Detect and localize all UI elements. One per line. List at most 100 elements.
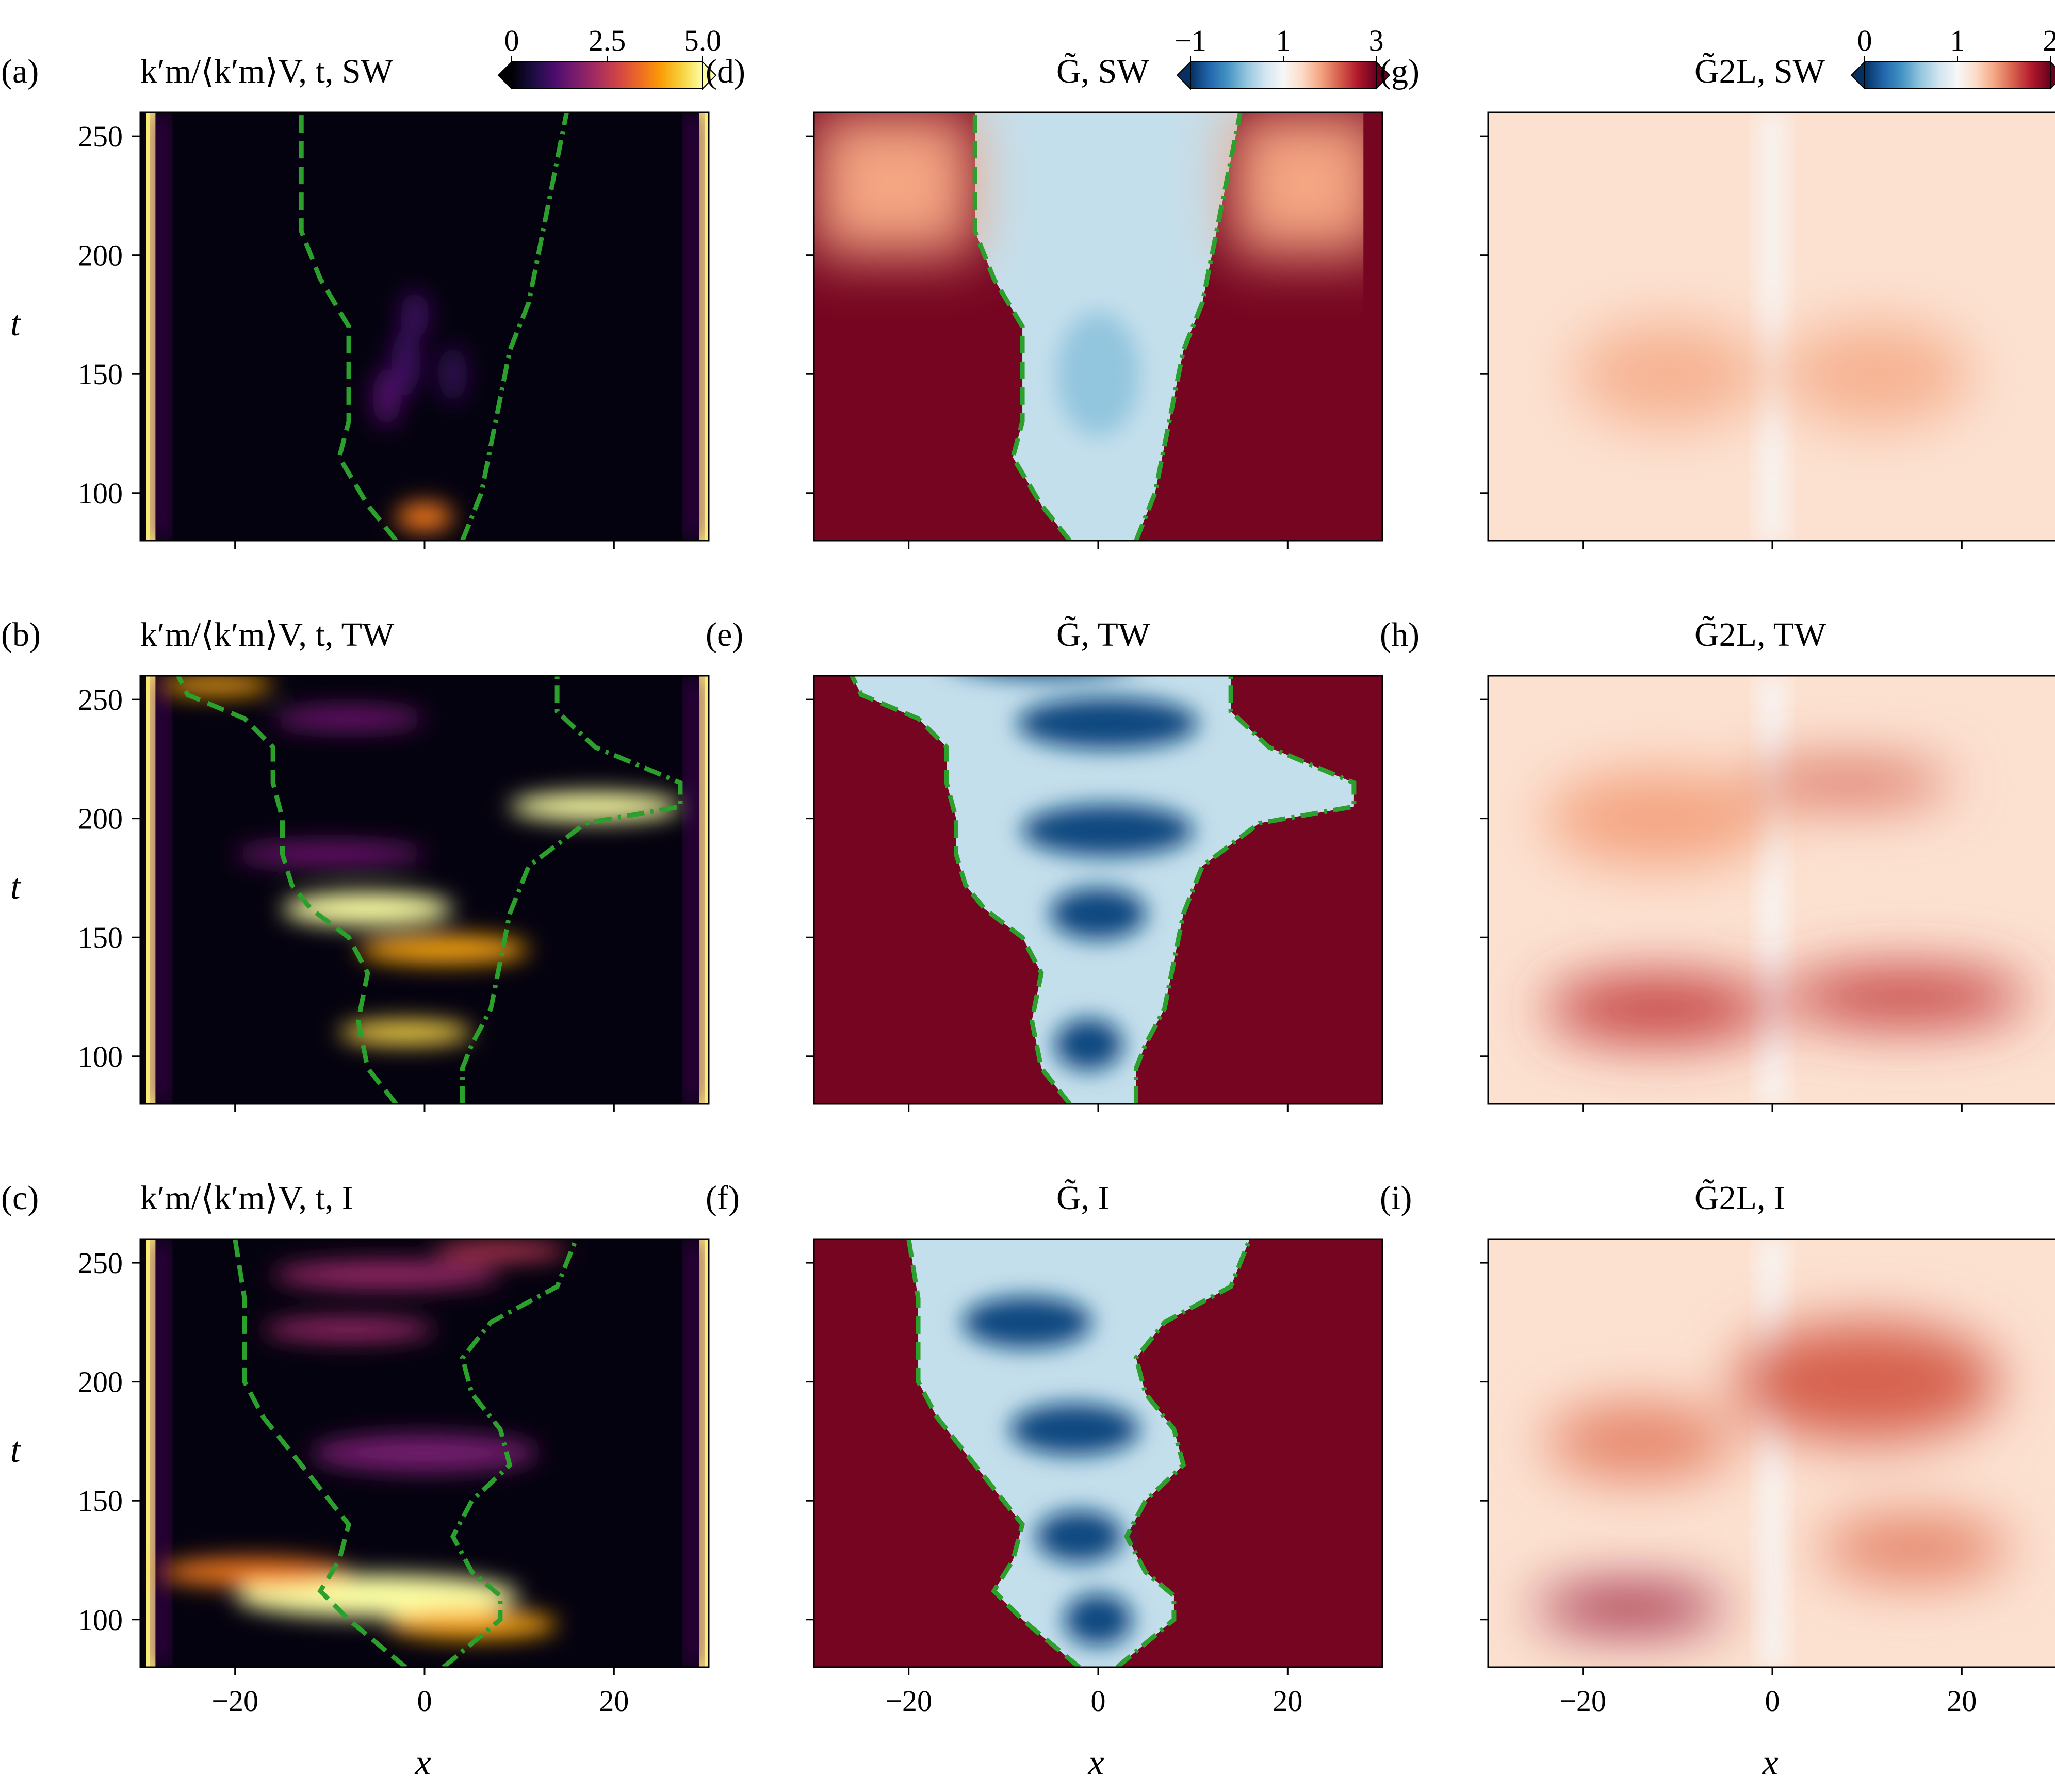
y-tick-label: 200 bbox=[78, 802, 123, 836]
wall-glow-right bbox=[688, 676, 699, 1104]
kinetic-energy-blob-6 bbox=[434, 1241, 567, 1261]
panel-letter: (h) bbox=[1380, 616, 1420, 654]
panel-title: k′m/⟨k′m⟩V, t, I bbox=[140, 1179, 353, 1217]
kinetic-energy-blob-2 bbox=[339, 1020, 472, 1045]
colorbar-extend-low bbox=[1176, 60, 1191, 90]
panel-title: G̃, TW bbox=[1056, 616, 1151, 654]
panel-h: (h) G̃2L, TW bbox=[1380, 616, 2055, 1112]
kinetic-energy-blob-1 bbox=[372, 369, 401, 427]
colorbar-tick-label: 2 bbox=[2043, 24, 2055, 57]
x-tick-label: 20 bbox=[1947, 1684, 1977, 1718]
x-tick-label: 20 bbox=[599, 1684, 629, 1718]
core-strong-patch-0 bbox=[1057, 312, 1139, 436]
boundary-right-dashdot bbox=[1133, 676, 1357, 1104]
wall-glow-right bbox=[688, 1239, 699, 1667]
panel-letter: (f) bbox=[706, 1179, 740, 1217]
y-tick-label: 250 bbox=[78, 683, 123, 716]
core-strong-patch-4 bbox=[1050, 888, 1147, 940]
colorbar-extend-low bbox=[497, 60, 512, 90]
upper-right-medium bbox=[1231, 112, 1382, 255]
y-tick-label: 250 bbox=[78, 120, 123, 153]
kinetic-energy-blob-2 bbox=[391, 329, 420, 396]
x-tick-label: −20 bbox=[885, 1684, 932, 1718]
upper-left-medium bbox=[814, 112, 975, 255]
colorbar-tick-label: 0 bbox=[1857, 24, 1872, 57]
y-tick-label: 150 bbox=[78, 1484, 123, 1518]
core-strong-patch-7 bbox=[1021, 804, 1194, 856]
boundary-right-dashdot bbox=[442, 1239, 579, 1667]
wall-glow-right bbox=[688, 112, 699, 541]
x-tick-label: 0 bbox=[1765, 1684, 1780, 1718]
colorbar-bar bbox=[1864, 61, 2051, 89]
colorbar-tick-label: 5.0 bbox=[684, 24, 722, 57]
colorbar-bar bbox=[511, 61, 703, 89]
kinetic-energy-blob-5 bbox=[273, 706, 425, 731]
g2l-blob-3 bbox=[1545, 771, 1773, 866]
g2l-blob-1 bbox=[1782, 321, 1971, 427]
heatmap-b bbox=[140, 676, 709, 1104]
wall-band-right bbox=[699, 1239, 709, 1667]
panel-b: 100 150 200 250 (b) k′m/⟨k′m⟩V, t, TW bbox=[1, 616, 710, 1112]
boundary-left-dashed bbox=[972, 112, 1072, 541]
colorbar-G: −1 1 3 bbox=[1175, 24, 1391, 90]
panel-d: (d) G̃, SW −1 1 3 bbox=[706, 24, 1391, 549]
core-strong-patch-10 bbox=[962, 1296, 1092, 1348]
x-tick-label: −20 bbox=[211, 1684, 258, 1718]
boundary-right-dashdot bbox=[460, 112, 569, 541]
colorbar-tick-label: 1 bbox=[1950, 24, 1965, 57]
panel-title: G̃, I bbox=[1056, 1179, 1110, 1217]
wall-band-right bbox=[699, 676, 709, 1104]
y-tick-label: 200 bbox=[78, 1365, 123, 1399]
g2l-blob-0 bbox=[1535, 1588, 1725, 1627]
center-line bbox=[1760, 112, 1784, 541]
center-line bbox=[1760, 676, 1784, 1104]
x-tick-label: 0 bbox=[1091, 1684, 1106, 1718]
wall-band-left bbox=[146, 1239, 156, 1667]
heatmap-g bbox=[1488, 112, 2055, 541]
panel-letter: (e) bbox=[706, 616, 743, 654]
kinetic-energy-blob-1 bbox=[358, 935, 529, 964]
boundary-left-dashed bbox=[299, 112, 398, 541]
boundary-right-dashdot bbox=[460, 676, 683, 1104]
wall-glow-left bbox=[155, 676, 167, 1104]
colorbar-k: 0 2.5 5.0 bbox=[497, 24, 722, 90]
g2l-blob-1 bbox=[1734, 1322, 2000, 1441]
g2l-blob-0 bbox=[1573, 321, 1763, 427]
core-strong-patch-10 bbox=[1017, 697, 1199, 750]
x-axis-label-col1: x bbox=[414, 1743, 431, 1783]
kinetic-energy-blob-4 bbox=[273, 1260, 500, 1289]
y-tick-label: 250 bbox=[78, 1246, 123, 1280]
colorbar-tick-label: 1 bbox=[1276, 24, 1291, 57]
kinetic-energy-blob-2 bbox=[386, 1610, 558, 1639]
g2l-blob-3 bbox=[1819, 1514, 2010, 1582]
heatmap-e bbox=[814, 676, 1382, 1104]
y-tick-label: 100 bbox=[78, 1040, 123, 1073]
y-tick-label: 150 bbox=[78, 921, 123, 954]
panel-letter: (c) bbox=[1, 1179, 39, 1217]
panel-letter: (a) bbox=[1, 53, 39, 90]
panel-letter: (g) bbox=[1380, 53, 1420, 90]
kinetic-energy-blob-3 bbox=[401, 290, 430, 339]
wall-strip-right bbox=[1363, 112, 1382, 541]
kinetic-energy-blob-3 bbox=[311, 1434, 539, 1472]
colorbar-extend-low bbox=[1850, 60, 1865, 90]
core-strong-patch-7 bbox=[1009, 1403, 1139, 1455]
boundary-right-dashdot bbox=[1134, 112, 1243, 541]
heatmap-i bbox=[1488, 1239, 2055, 1667]
x-tick-label: −20 bbox=[1559, 1684, 1606, 1718]
boundary-left-dashed bbox=[233, 1239, 407, 1667]
panel-letter: (d) bbox=[706, 53, 745, 90]
x-tick-label: 20 bbox=[1273, 1684, 1302, 1718]
x-axis-label-col3: x bbox=[1762, 1743, 1778, 1783]
kinetic-energy-blob-6 bbox=[235, 842, 425, 866]
x-tick-label: 0 bbox=[417, 1684, 432, 1718]
panel-i: −20 0 20 (i) G̃2L, I bbox=[1380, 1179, 2055, 1718]
panel-f: −20 0 20 (f) G̃, I bbox=[706, 1179, 1383, 1718]
heatmap-d bbox=[814, 112, 1382, 541]
panel-title: k′m/⟨k′m⟩V, t, TW bbox=[140, 616, 395, 654]
y-axis-label-row2: t bbox=[10, 867, 21, 907]
kinetic-energy-blob-5 bbox=[263, 1317, 434, 1342]
panel-letter: (i) bbox=[1380, 1179, 1412, 1217]
boundary-left-dashed bbox=[906, 1239, 1081, 1667]
colorbar-tick-label: 3 bbox=[1369, 24, 1384, 57]
